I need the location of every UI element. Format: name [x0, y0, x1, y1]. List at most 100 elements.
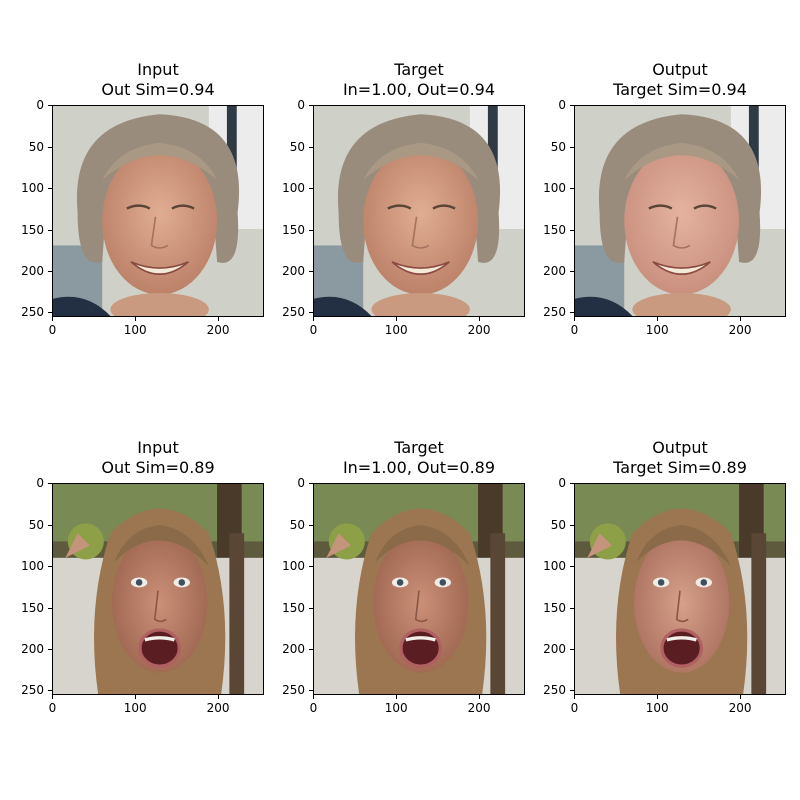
y-tick-label: 150 — [21, 600, 44, 615]
x-tick-label: 0 — [309, 701, 318, 715]
y-tick-mark — [309, 271, 313, 273]
x-tick-label: 0 — [48, 323, 57, 337]
y-tick-label: 150 — [282, 600, 305, 615]
y-tick-label: 150 — [282, 222, 305, 237]
y-tick-mark — [48, 188, 52, 190]
panel-title: Output Target Sim=0.89 — [613, 438, 747, 477]
x-tick-mark — [313, 695, 315, 699]
y-tick-mark — [309, 229, 313, 231]
y-tick-label: 50 — [289, 517, 305, 532]
x-tick-label: 200 — [206, 701, 230, 715]
y-tick-label: 0 — [558, 476, 566, 491]
x-tick-label: 100 — [384, 701, 408, 715]
y-tick-mark — [309, 649, 313, 651]
y-tick-label: 250 — [543, 683, 566, 698]
y-tick-label: 0 — [36, 98, 44, 113]
x-tick-mark — [218, 317, 220, 321]
y-tick-label: 200 — [282, 642, 305, 657]
y-tick-mark — [309, 566, 313, 568]
y-tick-mark — [48, 146, 52, 148]
y-tick-mark — [48, 271, 52, 273]
x-tick-mark — [52, 317, 54, 321]
x-tick-label: 100 — [384, 323, 408, 337]
y-tick-mark — [48, 649, 52, 651]
portrait-older-woman-2 — [575, 106, 785, 316]
x-tick-label: 100 — [645, 323, 669, 337]
y-tick-label: 0 — [297, 98, 305, 113]
y-tick-mark — [48, 312, 52, 314]
y-tick-label: 250 — [282, 683, 305, 698]
y-tick-mark — [570, 105, 574, 107]
y-tick-label: 50 — [289, 139, 305, 154]
panel-title: Input Out Sim=0.94 — [101, 60, 215, 99]
x-tick-mark — [218, 695, 220, 699]
panel-title: Target In=1.00, Out=0.89 — [342, 438, 496, 477]
y-tick-mark — [309, 146, 313, 148]
y-tick-label: 50 — [28, 517, 44, 532]
portrait-young-woman-4 — [314, 484, 524, 694]
y-tick-label: 100 — [543, 559, 566, 574]
y-tick-mark — [570, 271, 574, 273]
y-tick-label: 150 — [543, 600, 566, 615]
y-tick-label: 50 — [550, 517, 566, 532]
x-tick-label: 100 — [123, 701, 147, 715]
x-tick-mark — [396, 695, 398, 699]
portrait-young-woman-5 — [575, 484, 785, 694]
x-tick-mark — [740, 695, 742, 699]
y-tick-mark — [48, 483, 52, 485]
y-tick-label: 150 — [543, 222, 566, 237]
y-tick-mark — [570, 483, 574, 485]
x-tick-label: 0 — [570, 701, 579, 715]
portrait-young-woman-3 — [53, 484, 263, 694]
y-tick-mark — [48, 566, 52, 568]
x-tick-label: 200 — [728, 701, 752, 715]
y-tick-label: 200 — [21, 264, 44, 279]
y-tick-mark — [309, 312, 313, 314]
image-axes — [313, 105, 525, 317]
x-tick-label: 100 — [123, 323, 147, 337]
x-tick-mark — [396, 317, 398, 321]
portrait-older-woman-0 — [53, 106, 263, 316]
y-tick-mark — [570, 146, 574, 148]
x-tick-mark — [740, 317, 742, 321]
y-tick-label: 200 — [543, 264, 566, 279]
y-tick-label: 50 — [28, 139, 44, 154]
y-tick-mark — [48, 690, 52, 692]
y-tick-mark — [48, 105, 52, 107]
x-tick-mark — [574, 317, 576, 321]
y-tick-label: 0 — [36, 476, 44, 491]
x-tick-mark — [135, 695, 137, 699]
x-tick-mark — [479, 695, 481, 699]
y-tick-label: 100 — [21, 181, 44, 196]
y-tick-label: 50 — [550, 139, 566, 154]
x-tick-mark — [135, 317, 137, 321]
y-tick-label: 200 — [21, 642, 44, 657]
image-axes — [52, 105, 264, 317]
y-tick-label: 200 — [543, 642, 566, 657]
x-tick-label: 200 — [728, 323, 752, 337]
portrait-older-woman-1 — [314, 106, 524, 316]
x-tick-mark — [574, 695, 576, 699]
y-tick-label: 250 — [21, 683, 44, 698]
x-tick-label: 100 — [645, 701, 669, 715]
panel-title: Target In=1.00, Out=0.94 — [342, 60, 496, 99]
y-tick-label: 250 — [543, 305, 566, 320]
x-tick-mark — [52, 695, 54, 699]
x-tick-mark — [313, 317, 315, 321]
y-tick-mark — [48, 607, 52, 609]
y-tick-mark — [570, 188, 574, 190]
x-tick-label: 0 — [48, 701, 57, 715]
y-tick-mark — [309, 105, 313, 107]
y-tick-mark — [48, 524, 52, 526]
y-tick-label: 0 — [558, 98, 566, 113]
y-tick-mark — [309, 483, 313, 485]
x-tick-label: 200 — [206, 323, 230, 337]
x-tick-label: 0 — [309, 323, 318, 337]
x-tick-label: 0 — [570, 323, 579, 337]
y-tick-mark — [570, 524, 574, 526]
y-tick-mark — [309, 188, 313, 190]
y-tick-label: 250 — [21, 305, 44, 320]
y-tick-label: 0 — [297, 476, 305, 491]
y-tick-mark — [309, 607, 313, 609]
y-tick-label: 150 — [21, 222, 44, 237]
